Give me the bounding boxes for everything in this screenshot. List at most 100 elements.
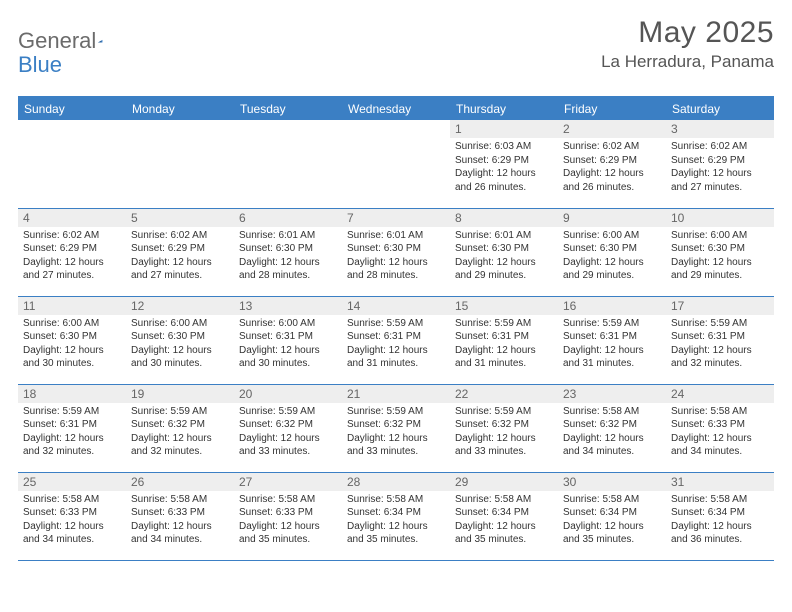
calendar-day-cell: 22Sunrise: 5:59 AMSunset: 6:32 PMDayligh… (450, 384, 558, 472)
daylight-text: Daylight: 12 hours and 32 minutes. (23, 432, 121, 459)
sunset-text: Sunset: 6:30 PM (671, 242, 769, 256)
sunrise-text: Sunrise: 5:59 AM (239, 405, 337, 419)
calendar-day-cell: 2Sunrise: 6:02 AMSunset: 6:29 PMDaylight… (558, 120, 666, 208)
day-info: Sunrise: 6:00 AMSunset: 6:30 PMDaylight:… (126, 315, 234, 375)
day-info: Sunrise: 6:01 AMSunset: 6:30 PMDaylight:… (234, 227, 342, 287)
sunset-text: Sunset: 6:30 PM (131, 330, 229, 344)
sunrise-text: Sunrise: 6:00 AM (671, 229, 769, 243)
sunset-text: Sunset: 6:30 PM (455, 242, 553, 256)
calendar-day-cell: 6Sunrise: 6:01 AMSunset: 6:30 PMDaylight… (234, 208, 342, 296)
day-number: 13 (234, 297, 342, 315)
day-number: 2 (558, 120, 666, 138)
day-number: 14 (342, 297, 450, 315)
day-number: 5 (126, 209, 234, 227)
daylight-text: Daylight: 12 hours and 28 minutes. (347, 256, 445, 283)
sunrise-text: Sunrise: 5:59 AM (131, 405, 229, 419)
sunrise-text: Sunrise: 5:58 AM (23, 493, 121, 507)
day-number: 16 (558, 297, 666, 315)
daylight-text: Daylight: 12 hours and 35 minutes. (239, 520, 337, 547)
day-info: Sunrise: 5:58 AMSunset: 6:33 PMDaylight:… (666, 403, 774, 463)
calendar-day-cell: 28Sunrise: 5:58 AMSunset: 6:34 PMDayligh… (342, 472, 450, 560)
daylight-text: Daylight: 12 hours and 33 minutes. (347, 432, 445, 459)
day-number: 7 (342, 209, 450, 227)
calendar-day-cell: 29Sunrise: 5:58 AMSunset: 6:34 PMDayligh… (450, 472, 558, 560)
calendar-day-cell: 30Sunrise: 5:58 AMSunset: 6:34 PMDayligh… (558, 472, 666, 560)
daylight-text: Daylight: 12 hours and 32 minutes. (671, 344, 769, 371)
daylight-text: Daylight: 12 hours and 36 minutes. (671, 520, 769, 547)
day-number: 8 (450, 209, 558, 227)
sunset-text: Sunset: 6:31 PM (23, 418, 121, 432)
sunrise-text: Sunrise: 5:58 AM (563, 493, 661, 507)
sunset-text: Sunset: 6:31 PM (671, 330, 769, 344)
weekday-header: Monday (126, 98, 234, 120)
day-number: 22 (450, 385, 558, 403)
calendar-day-cell: 12Sunrise: 6:00 AMSunset: 6:30 PMDayligh… (126, 296, 234, 384)
day-number: 26 (126, 473, 234, 491)
daylight-text: Daylight: 12 hours and 33 minutes. (455, 432, 553, 459)
daylight-text: Daylight: 12 hours and 34 minutes. (23, 520, 121, 547)
sunset-text: Sunset: 6:29 PM (563, 154, 661, 168)
day-number: 11 (18, 297, 126, 315)
daylight-text: Daylight: 12 hours and 31 minutes. (455, 344, 553, 371)
weekday-header: Thursday (450, 98, 558, 120)
sunset-text: Sunset: 6:32 PM (347, 418, 445, 432)
sunset-text: Sunset: 6:29 PM (671, 154, 769, 168)
sunrise-text: Sunrise: 5:59 AM (455, 405, 553, 419)
sunrise-text: Sunrise: 6:02 AM (563, 140, 661, 154)
daylight-text: Daylight: 12 hours and 35 minutes. (455, 520, 553, 547)
weekday-header-row: Sunday Monday Tuesday Wednesday Thursday… (18, 98, 774, 120)
daylight-text: Daylight: 12 hours and 28 minutes. (239, 256, 337, 283)
sunrise-text: Sunrise: 5:59 AM (347, 405, 445, 419)
day-info: Sunrise: 5:59 AMSunset: 6:32 PMDaylight:… (234, 403, 342, 463)
daylight-text: Daylight: 12 hours and 29 minutes. (563, 256, 661, 283)
sunrise-text: Sunrise: 5:58 AM (239, 493, 337, 507)
sunset-text: Sunset: 6:30 PM (23, 330, 121, 344)
weekday-header: Wednesday (342, 98, 450, 120)
sunrise-text: Sunrise: 6:01 AM (239, 229, 337, 243)
sunrise-text: Sunrise: 6:00 AM (563, 229, 661, 243)
day-number: 24 (666, 385, 774, 403)
daylight-text: Daylight: 12 hours and 29 minutes. (671, 256, 769, 283)
sunrise-text: Sunrise: 5:59 AM (671, 317, 769, 331)
day-number: 6 (234, 209, 342, 227)
daylight-text: Daylight: 12 hours and 30 minutes. (239, 344, 337, 371)
sunrise-text: Sunrise: 5:58 AM (671, 493, 769, 507)
weekday-header: Tuesday (234, 98, 342, 120)
day-info: Sunrise: 5:59 AMSunset: 6:31 PMDaylight:… (558, 315, 666, 375)
logo-triangle-icon (98, 32, 102, 50)
day-number: 20 (234, 385, 342, 403)
sunset-text: Sunset: 6:31 PM (563, 330, 661, 344)
day-info: Sunrise: 5:58 AMSunset: 6:34 PMDaylight:… (450, 491, 558, 551)
day-info: Sunrise: 6:01 AMSunset: 6:30 PMDaylight:… (342, 227, 450, 287)
sunset-text: Sunset: 6:32 PM (239, 418, 337, 432)
sunset-text: Sunset: 6:32 PM (563, 418, 661, 432)
calendar-day-cell: 1Sunrise: 6:03 AMSunset: 6:29 PMDaylight… (450, 120, 558, 208)
calendar-day-cell: 26Sunrise: 5:58 AMSunset: 6:33 PMDayligh… (126, 472, 234, 560)
logo-text-blue: Blue (18, 52, 62, 77)
sunset-text: Sunset: 6:31 PM (347, 330, 445, 344)
sunset-text: Sunset: 6:34 PM (671, 506, 769, 520)
logo-text-general: General (18, 28, 96, 54)
sunrise-text: Sunrise: 6:02 AM (23, 229, 121, 243)
calendar-wrap: Sunday Monday Tuesday Wednesday Thursday… (18, 96, 774, 561)
day-number: 25 (18, 473, 126, 491)
day-info: Sunrise: 5:59 AMSunset: 6:32 PMDaylight:… (342, 403, 450, 463)
calendar-day-cell: 18Sunrise: 5:59 AMSunset: 6:31 PMDayligh… (18, 384, 126, 472)
day-info: Sunrise: 5:58 AMSunset: 6:34 PMDaylight:… (558, 491, 666, 551)
day-number: 17 (666, 297, 774, 315)
day-info: Sunrise: 6:00 AMSunset: 6:31 PMDaylight:… (234, 315, 342, 375)
header: General May 2025 La Herradura, Panama (18, 16, 774, 72)
day-info: Sunrise: 5:58 AMSunset: 6:33 PMDaylight:… (18, 491, 126, 551)
daylight-text: Daylight: 12 hours and 31 minutes. (563, 344, 661, 371)
sunset-text: Sunset: 6:34 PM (563, 506, 661, 520)
sunrise-text: Sunrise: 6:01 AM (347, 229, 445, 243)
day-number: 4 (18, 209, 126, 227)
day-info: Sunrise: 5:59 AMSunset: 6:31 PMDaylight:… (18, 403, 126, 463)
sunset-text: Sunset: 6:31 PM (239, 330, 337, 344)
day-info: Sunrise: 5:59 AMSunset: 6:32 PMDaylight:… (450, 403, 558, 463)
calendar-day-cell: 23Sunrise: 5:58 AMSunset: 6:32 PMDayligh… (558, 384, 666, 472)
weekday-header: Sunday (18, 98, 126, 120)
daylight-text: Daylight: 12 hours and 27 minutes. (131, 256, 229, 283)
sunrise-text: Sunrise: 5:59 AM (563, 317, 661, 331)
sunset-text: Sunset: 6:33 PM (671, 418, 769, 432)
